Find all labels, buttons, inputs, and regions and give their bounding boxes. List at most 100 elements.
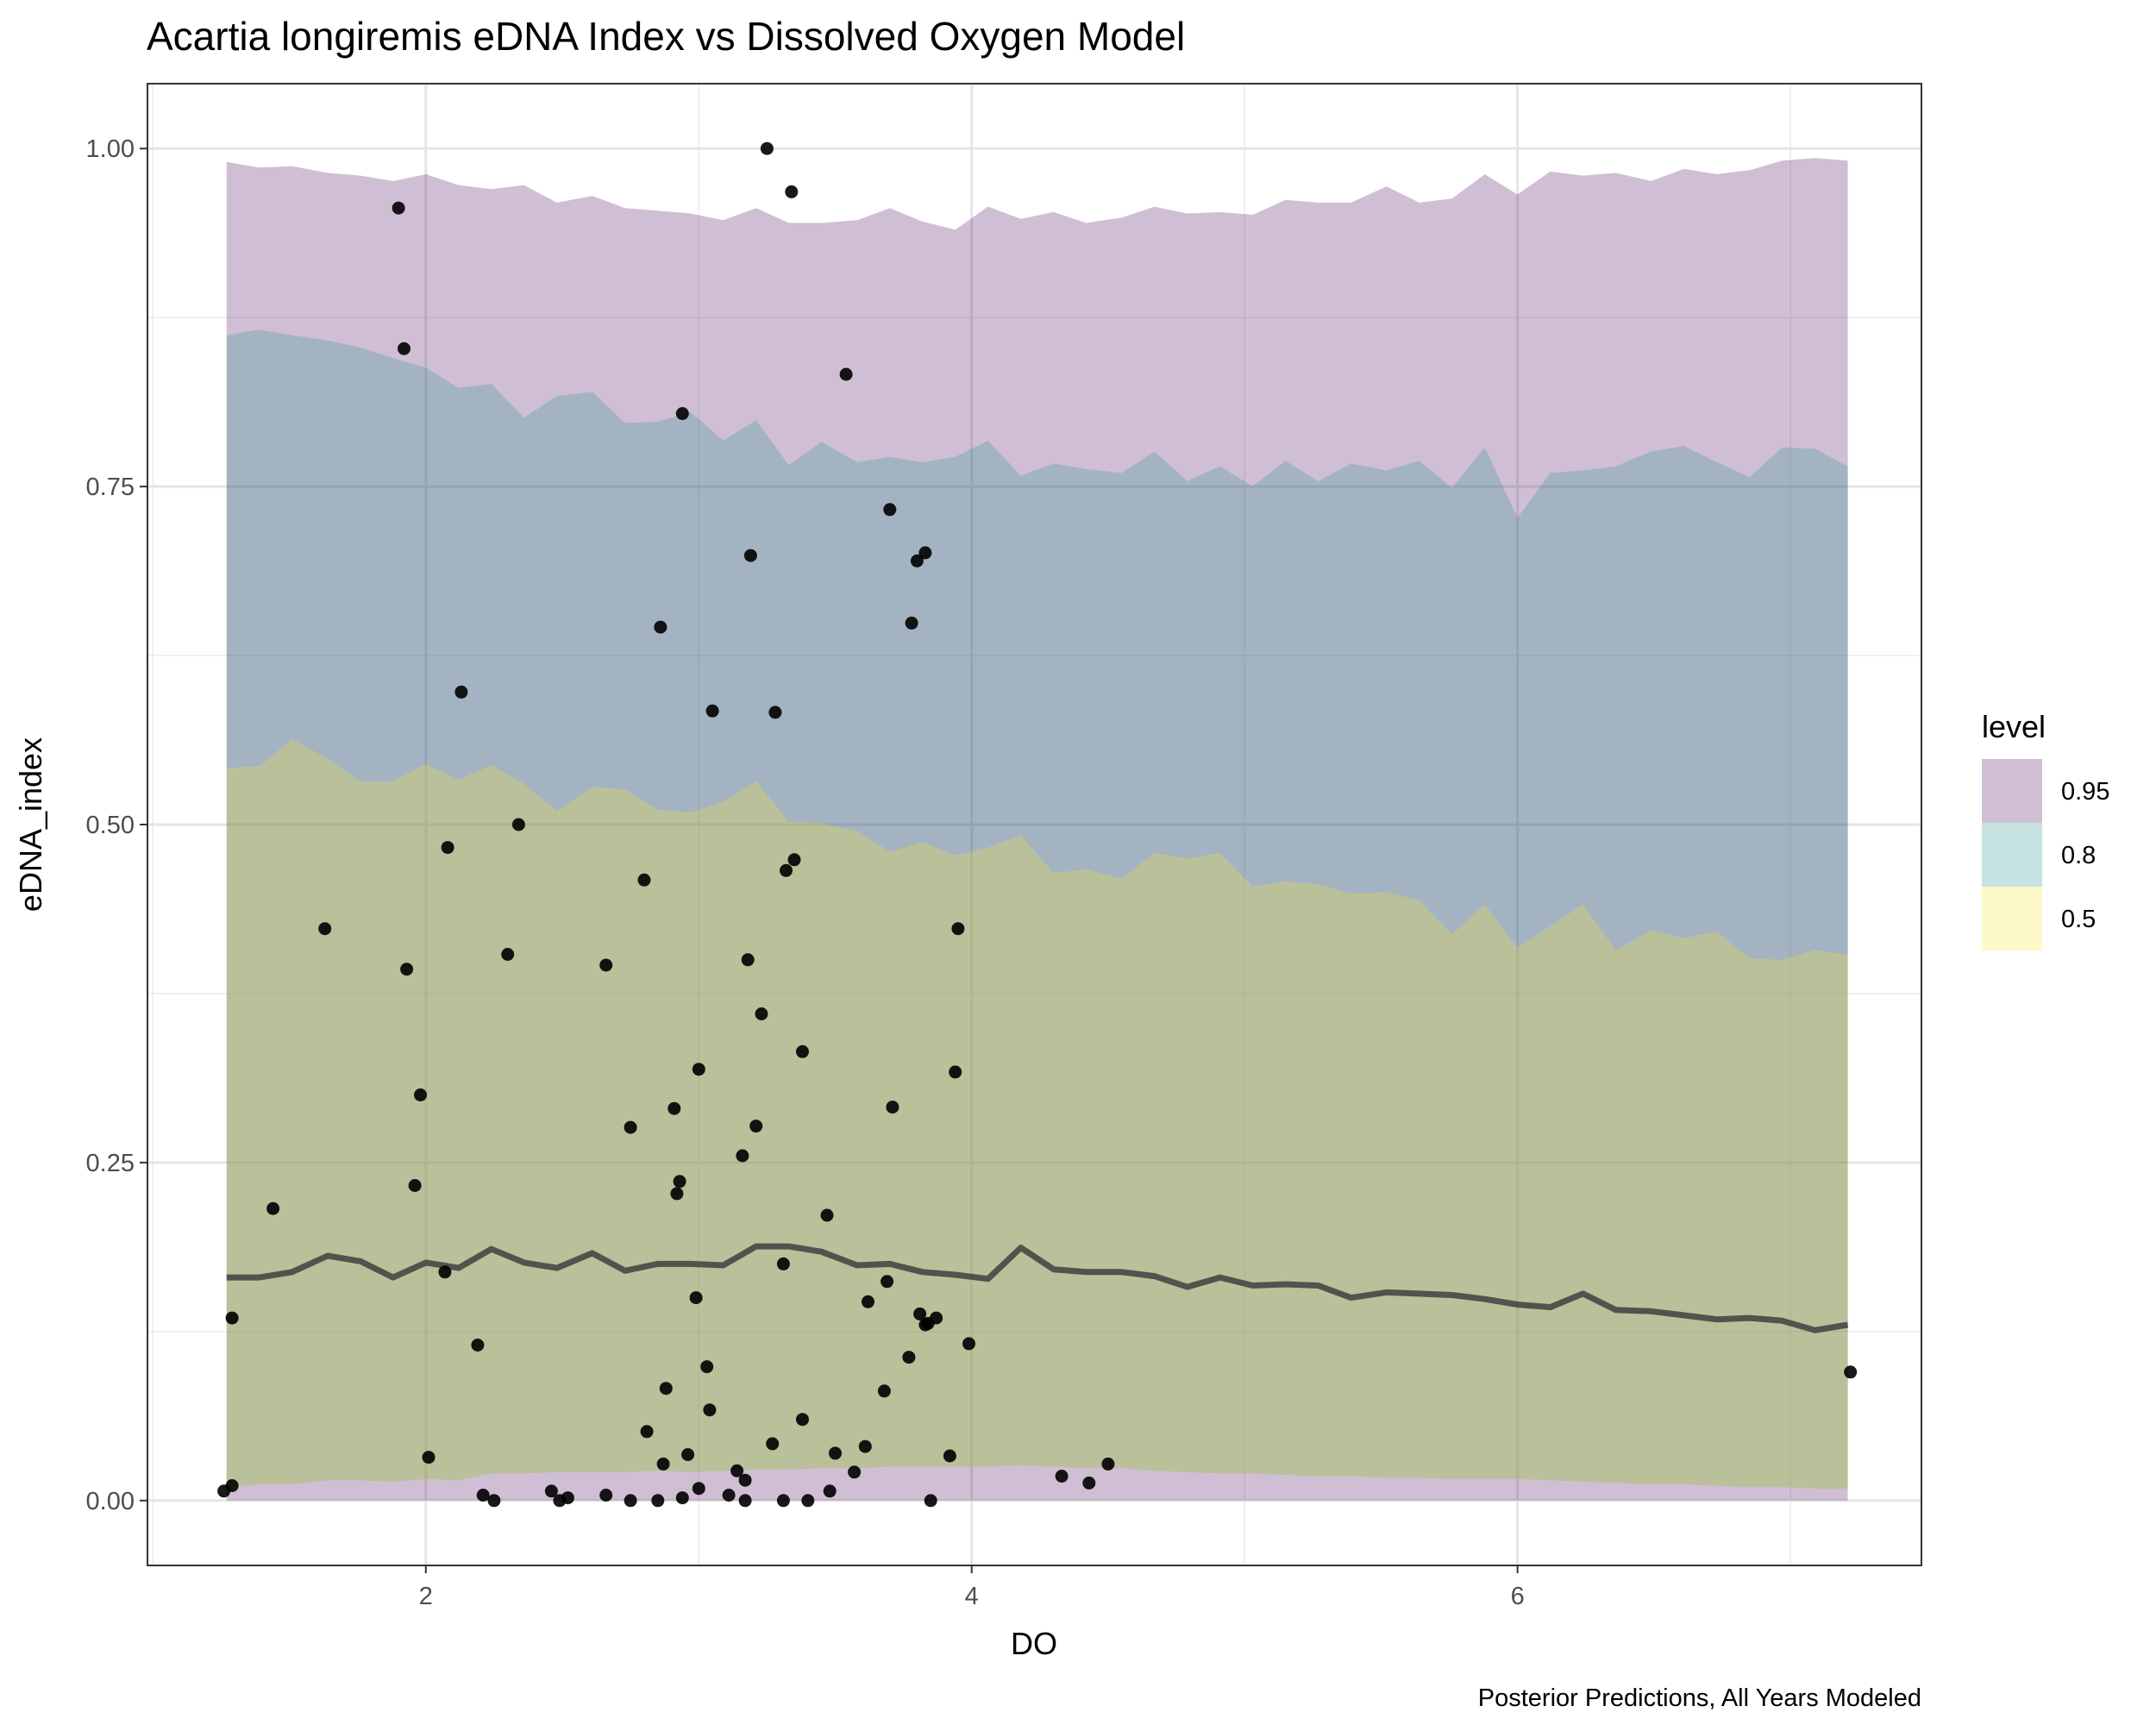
data-point [780, 863, 793, 877]
data-point [848, 1465, 862, 1479]
data-point [471, 1339, 485, 1352]
y-axis-title: eDNA_index [13, 737, 48, 912]
data-point [637, 873, 651, 887]
data-point [670, 1187, 684, 1201]
band-0.8 [226, 329, 1848, 1489]
data-point [675, 1491, 689, 1505]
data-point [820, 1208, 834, 1222]
data-point [910, 554, 924, 568]
data-point [640, 1425, 654, 1439]
data-point [776, 1257, 790, 1270]
data-point [675, 407, 689, 420]
data-point [651, 1494, 665, 1508]
legend: level 0.95 0.8 0.5 [1982, 709, 2109, 950]
data-point [776, 1494, 790, 1508]
legend-label: 0.8 [2061, 842, 2096, 869]
data-point [703, 1403, 717, 1417]
data-point [1101, 1457, 1115, 1471]
data-point [943, 1449, 956, 1463]
data-point [930, 1311, 943, 1325]
data-point [918, 546, 932, 560]
data-point [738, 1473, 752, 1487]
data-point [881, 1275, 894, 1289]
data-point [883, 503, 897, 517]
data-point [886, 1101, 899, 1114]
data-point [654, 620, 667, 634]
data-point [438, 1265, 452, 1279]
legend-key-bg [1982, 759, 2042, 823]
y-tick-label: 0.00 [86, 1488, 135, 1515]
data-point [1844, 1365, 1858, 1379]
data-point [476, 1489, 490, 1502]
data-point [902, 1351, 916, 1364]
median-layer [226, 1243, 1849, 1333]
data-point [692, 1063, 705, 1076]
data-point [667, 1101, 681, 1115]
legend-swatch [1982, 823, 2042, 887]
legend-key-bg [1982, 887, 2042, 950]
legend-swatch [1982, 887, 2042, 950]
y-tick-label: 1.00 [86, 135, 135, 163]
data-point [414, 1088, 427, 1101]
data-point [392, 201, 405, 215]
data-point [755, 1007, 768, 1020]
data-point [599, 1489, 613, 1502]
data-point [951, 922, 965, 936]
data-point [422, 1451, 436, 1465]
data-point [400, 963, 414, 976]
median-line [226, 1243, 1849, 1333]
data-point [225, 1311, 239, 1325]
data-point [398, 342, 411, 355]
data-point [511, 818, 525, 831]
data-point [823, 1484, 837, 1498]
data-point [689, 1291, 703, 1305]
data-point [408, 1179, 422, 1192]
data-point [839, 367, 853, 381]
data-point [700, 1360, 714, 1374]
observed-points [217, 141, 1858, 1508]
data-point [949, 1065, 962, 1079]
band-0.95 [226, 158, 1848, 1501]
x-tick-label: 6 [1511, 1583, 1525, 1610]
data-point [768, 706, 782, 719]
data-point [862, 1295, 874, 1308]
data-point [624, 1494, 637, 1508]
data-point [796, 1413, 809, 1427]
data-point [796, 1044, 809, 1058]
grid [147, 84, 1921, 1565]
y-tick-label: 0.75 [86, 474, 135, 501]
data-point [318, 922, 332, 936]
data-point [766, 1437, 780, 1451]
data-point [624, 1120, 637, 1134]
data-point [722, 1489, 736, 1502]
chart-title: Acartia longiremis eDNA Index vs Dissolv… [147, 14, 1185, 59]
data-point [1082, 1476, 1096, 1490]
credible-bands [226, 158, 1848, 1501]
x-axis: 2 4 6 [419, 1565, 1525, 1610]
legend-label: 0.95 [2061, 778, 2109, 806]
data-point [487, 1494, 501, 1508]
data-point [785, 185, 799, 198]
x-axis-title: DO [1011, 1626, 1057, 1661]
data-point [673, 1175, 686, 1189]
data-point [743, 549, 757, 562]
data-point [736, 1149, 749, 1163]
data-point [692, 1482, 705, 1496]
data-point [730, 1464, 744, 1477]
data-point [858, 1440, 872, 1453]
data-point [705, 704, 719, 718]
legend-label: 0.5 [2061, 906, 2096, 933]
data-point [829, 1446, 842, 1460]
data-point [656, 1457, 670, 1471]
legend-keys: 0.95 0.8 0.5 [1982, 759, 2109, 950]
data-point [544, 1484, 558, 1498]
data-point [454, 685, 468, 699]
data-point [561, 1491, 574, 1505]
caption: Posterior Predictions, All Years Modeled [1478, 1684, 1921, 1712]
data-point [801, 1494, 815, 1508]
data-point [962, 1337, 975, 1351]
x-tick-label: 2 [419, 1583, 433, 1610]
data-point [924, 1494, 937, 1508]
y-axis: 0.00 0.25 0.50 0.75 1.00 [86, 135, 147, 1515]
